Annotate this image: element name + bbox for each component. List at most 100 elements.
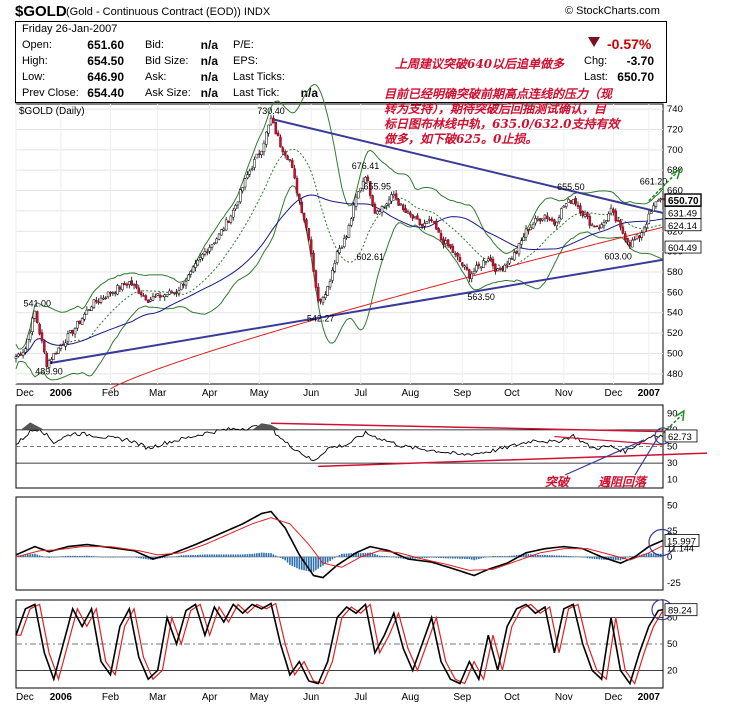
candle-body — [198, 257, 202, 260]
price-annotation-label: 655.95 — [364, 182, 392, 192]
candle-body — [59, 345, 63, 349]
candle-body — [87, 309, 91, 311]
macd-histogram-bar — [303, 556, 305, 571]
candle-body — [619, 220, 622, 228]
candle-body — [331, 269, 334, 281]
candle-body — [524, 228, 528, 238]
candle-body — [45, 352, 48, 367]
candle-body — [279, 136, 282, 148]
ask-size-value: n/a — [200, 86, 218, 100]
candle-body — [531, 223, 535, 229]
macd-histogram-bar — [544, 554, 546, 557]
candle-body — [633, 238, 636, 241]
candle-body — [21, 351, 25, 356]
annotation-pullback: 遇阻回落 — [598, 475, 647, 489]
x-axis-label: Feb — [102, 388, 120, 399]
price-tick-label: 540 — [667, 308, 683, 319]
candle-body — [33, 310, 37, 319]
macd-histogram-bar — [525, 553, 527, 557]
candle-body — [125, 283, 129, 286]
candle-body — [364, 177, 367, 183]
macd-histogram-bar — [319, 556, 322, 568]
rsi-trendline-bottom — [318, 452, 708, 468]
macd-histogram-bar — [355, 552, 357, 557]
macd-histogram-bar — [100, 556, 102, 558]
candle-body — [404, 208, 407, 213]
macd-histogram-bar — [22, 554, 24, 557]
annotation-line-3: 标日图布林线中轨，635.0/632.0支持有效 — [384, 117, 620, 131]
stochastic-d-line — [16, 602, 664, 685]
price-annotation-label: 541.00 — [23, 299, 51, 309]
candle-body — [609, 207, 613, 214]
macd-histogram-bar — [565, 555, 567, 557]
candle-body — [243, 178, 247, 188]
macd-histogram-bar — [67, 555, 69, 557]
macd-histogram-bar — [473, 556, 475, 561]
macd-histogram-bar — [140, 556, 142, 559]
candle-body — [255, 153, 259, 159]
macd-histogram-bar — [74, 555, 76, 557]
candle-body — [295, 177, 299, 194]
candle-body — [402, 204, 405, 211]
x-axis-label: Dec — [605, 388, 623, 399]
price-tick-label: 680 — [667, 165, 683, 176]
candle-body — [262, 142, 266, 153]
candle-body — [390, 194, 393, 202]
macd-histogram-bar — [86, 555, 88, 557]
price-annotation-label: 676.41 — [352, 161, 380, 171]
macd-histogram-bar — [112, 556, 114, 558]
candle-body — [298, 193, 301, 202]
macd-histogram-bar — [506, 556, 508, 557]
macd-histogram-bar — [147, 556, 150, 560]
candle-body — [269, 117, 273, 125]
macd-histogram-bar — [220, 554, 223, 557]
annotation-main: 目前已经明确突破前期高点连线的压力（现 转为支持），期待突破后回抽测试确认，目 … — [384, 87, 620, 147]
macd-histogram-bar — [102, 556, 105, 558]
open-label: Open: — [22, 39, 52, 51]
price-annotation-label: 563.50 — [467, 292, 495, 302]
last-value-badge — [664, 193, 702, 207]
candle-body — [163, 294, 167, 298]
candle-body — [191, 266, 195, 273]
candle-body — [522, 236, 525, 241]
macd-histogram-bar — [539, 555, 542, 557]
x-axis-label: Oct — [504, 692, 520, 703]
candle-body — [406, 211, 410, 214]
candle-body — [475, 265, 478, 272]
candle-body — [508, 257, 511, 264]
candle-body — [543, 214, 547, 219]
macd-histogram-bar — [326, 556, 329, 563]
macd-histogram-bar — [546, 555, 549, 557]
macd-histogram-bar — [626, 556, 629, 558]
candle-body — [231, 210, 235, 218]
macd-histogram-bar — [612, 556, 615, 561]
price-tick-label: 620 — [667, 226, 683, 237]
candle-body — [397, 198, 400, 206]
candle-body — [265, 131, 268, 145]
macd-histogram-bar — [563, 555, 565, 557]
macd-histogram-bar — [310, 556, 312, 572]
macd-histogram-bar — [97, 556, 100, 558]
candle-body — [227, 220, 230, 223]
macd-histogram-bar — [38, 555, 41, 557]
macd-histogram-bar — [253, 553, 256, 557]
macd-histogram-bar — [378, 555, 381, 557]
price-panel-title: $GOLD (Daily) — [19, 106, 85, 117]
stochastic-k-line — [15, 602, 664, 686]
x-axis-label: 2007 — [638, 692, 661, 703]
macd-histogram-bar — [501, 556, 504, 557]
candle-body — [50, 359, 53, 362]
x-axis-label: Dec — [16, 692, 34, 703]
macd-histogram-bar — [232, 554, 235, 557]
macd-histogram-bar — [43, 556, 46, 558]
last-value-badge-text: 624.14 — [668, 221, 697, 232]
macd-tick-label: 50 — [667, 500, 678, 511]
macd-histogram-bar — [289, 556, 291, 565]
candle-body — [203, 250, 207, 255]
candle-body — [588, 216, 592, 226]
candle-body — [529, 227, 533, 231]
macd-histogram-bar — [324, 556, 327, 565]
last-value-badge — [664, 218, 702, 232]
candle-body — [229, 215, 233, 223]
ask-value: n/a — [200, 70, 218, 84]
